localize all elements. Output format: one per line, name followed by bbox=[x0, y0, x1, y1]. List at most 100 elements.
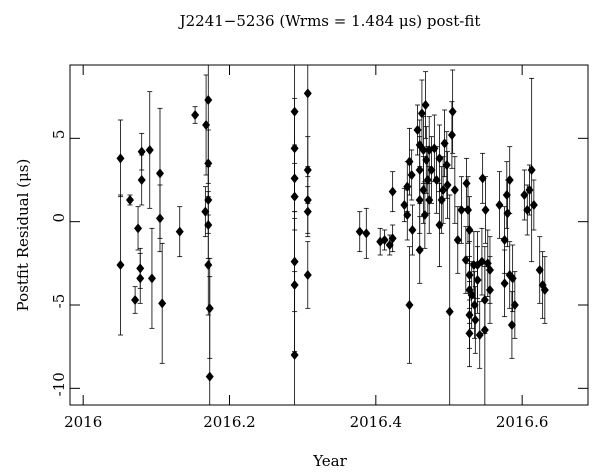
point bbox=[415, 195, 424, 205]
point bbox=[420, 210, 429, 220]
point bbox=[147, 273, 156, 284]
point bbox=[480, 295, 489, 305]
point bbox=[453, 235, 462, 245]
point bbox=[535, 265, 544, 275]
point bbox=[136, 273, 145, 284]
point bbox=[481, 205, 490, 215]
point bbox=[443, 180, 452, 190]
point bbox=[407, 170, 416, 180]
point bbox=[380, 235, 389, 245]
point bbox=[191, 110, 200, 120]
point bbox=[421, 100, 430, 110]
y-tick-label: 0 bbox=[50, 213, 68, 223]
point bbox=[158, 298, 167, 309]
point bbox=[204, 158, 213, 169]
plot-area bbox=[116, 65, 549, 405]
x-tick-label: 2016.6 bbox=[496, 413, 549, 431]
point bbox=[408, 225, 417, 235]
point bbox=[155, 168, 164, 179]
point bbox=[303, 206, 312, 217]
point bbox=[520, 190, 529, 200]
point bbox=[427, 165, 436, 175]
point bbox=[419, 185, 428, 195]
point bbox=[464, 205, 473, 215]
point bbox=[485, 285, 494, 295]
chart-title: J2241−5236 (Wrms = 1.484 μs) post-fit bbox=[178, 12, 481, 30]
point bbox=[440, 138, 449, 149]
point bbox=[385, 240, 394, 250]
point bbox=[507, 320, 516, 330]
point bbox=[505, 175, 514, 185]
point bbox=[475, 330, 484, 340]
point bbox=[201, 206, 210, 217]
point bbox=[419, 145, 428, 155]
point bbox=[465, 225, 474, 235]
point bbox=[435, 220, 444, 230]
point bbox=[137, 175, 146, 185]
point bbox=[500, 235, 509, 245]
point bbox=[447, 130, 456, 140]
point bbox=[439, 185, 448, 195]
point bbox=[204, 260, 213, 270]
point bbox=[400, 200, 409, 210]
point bbox=[405, 156, 414, 167]
x-tick-label: 2016.2 bbox=[203, 413, 256, 431]
point bbox=[403, 210, 412, 220]
point bbox=[471, 315, 480, 325]
point bbox=[355, 226, 364, 237]
point bbox=[290, 191, 299, 202]
point bbox=[405, 300, 414, 310]
point bbox=[413, 125, 422, 135]
point bbox=[477, 256, 486, 267]
y-tick-label: 5 bbox=[50, 130, 68, 140]
point bbox=[415, 245, 424, 255]
point bbox=[462, 178, 471, 189]
point bbox=[435, 153, 444, 164]
point bbox=[116, 153, 125, 164]
point bbox=[362, 228, 371, 239]
point bbox=[134, 223, 143, 234]
point bbox=[510, 300, 519, 310]
point bbox=[202, 120, 211, 130]
y-tick-label: -10 bbox=[50, 372, 68, 396]
point bbox=[423, 175, 432, 185]
y-axis-label: Postfit Residual (μs) bbox=[14, 159, 32, 312]
point bbox=[442, 160, 451, 170]
point bbox=[437, 195, 446, 205]
plot-frame bbox=[69, 64, 589, 406]
point bbox=[422, 155, 431, 165]
point bbox=[448, 106, 457, 117]
point bbox=[131, 295, 140, 305]
point bbox=[155, 213, 164, 224]
point bbox=[125, 195, 134, 205]
point bbox=[303, 88, 312, 99]
point bbox=[529, 200, 538, 210]
x-axis-label: Year bbox=[312, 452, 347, 470]
point bbox=[502, 190, 511, 200]
point bbox=[175, 226, 184, 237]
point bbox=[465, 328, 474, 339]
point bbox=[540, 285, 549, 295]
point bbox=[495, 200, 504, 210]
point bbox=[290, 350, 299, 360]
x-tick-label: 2016.4 bbox=[350, 413, 403, 431]
point bbox=[417, 108, 426, 119]
point bbox=[527, 165, 536, 175]
point bbox=[461, 255, 470, 265]
point bbox=[445, 306, 454, 317]
point bbox=[473, 275, 482, 285]
point bbox=[478, 173, 487, 184]
point bbox=[388, 186, 397, 197]
point bbox=[432, 175, 441, 185]
point bbox=[145, 145, 154, 155]
point bbox=[137, 146, 146, 157]
x-tick-label: 2016 bbox=[64, 413, 102, 431]
point bbox=[205, 371, 214, 382]
point bbox=[116, 260, 125, 270]
point bbox=[457, 205, 466, 215]
point bbox=[500, 278, 509, 289]
point bbox=[470, 300, 479, 310]
point bbox=[450, 185, 459, 195]
point bbox=[204, 95, 213, 105]
